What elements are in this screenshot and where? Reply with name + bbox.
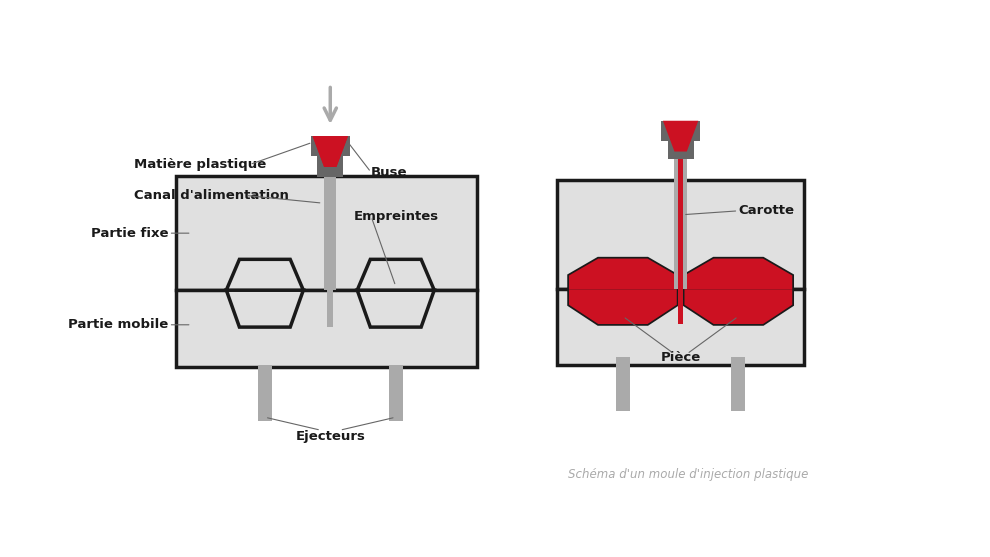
Polygon shape xyxy=(227,290,303,327)
Polygon shape xyxy=(684,258,792,290)
Polygon shape xyxy=(357,290,435,327)
Text: Partie mobile: Partie mobile xyxy=(68,318,168,331)
Bar xyxy=(557,180,804,290)
Polygon shape xyxy=(313,136,348,167)
Bar xyxy=(616,357,630,411)
Bar xyxy=(311,136,349,156)
Polygon shape xyxy=(684,258,792,290)
Polygon shape xyxy=(569,290,677,324)
Bar xyxy=(732,357,745,411)
Text: Schéma d'un moule d'injection plastique: Schéma d'un moule d'injection plastique xyxy=(568,468,809,481)
Text: Ejecteurs: Ejecteurs xyxy=(295,430,365,443)
Text: Canal d'alimentation: Canal d'alimentation xyxy=(134,189,289,202)
Polygon shape xyxy=(357,260,435,290)
Bar xyxy=(667,138,694,159)
Bar xyxy=(324,153,337,290)
Bar xyxy=(557,290,804,365)
Text: Empreintes: Empreintes xyxy=(353,210,439,223)
Bar xyxy=(674,138,687,290)
Bar xyxy=(257,365,271,421)
Polygon shape xyxy=(663,121,698,152)
Polygon shape xyxy=(684,290,792,324)
Bar xyxy=(176,290,476,367)
Text: Pièce: Pièce xyxy=(660,350,701,364)
Polygon shape xyxy=(569,258,677,290)
Polygon shape xyxy=(313,136,348,167)
Text: Buse: Buse xyxy=(371,166,408,179)
Polygon shape xyxy=(569,258,677,290)
Bar xyxy=(678,138,683,324)
Bar xyxy=(661,121,700,141)
Polygon shape xyxy=(227,260,303,290)
Bar xyxy=(317,136,344,177)
Bar xyxy=(389,365,403,421)
Bar xyxy=(176,176,476,290)
Bar xyxy=(327,290,334,327)
Text: Matière plastique: Matière plastique xyxy=(134,158,266,171)
Bar xyxy=(317,153,344,175)
Polygon shape xyxy=(684,290,792,324)
Polygon shape xyxy=(569,290,677,324)
Text: Carotte: Carotte xyxy=(739,204,794,217)
Text: Partie fixe: Partie fixe xyxy=(91,227,168,240)
